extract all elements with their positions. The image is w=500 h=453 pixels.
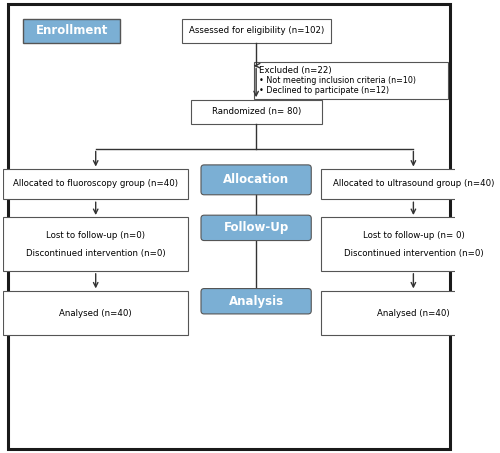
Text: Discontinued intervention (n=0): Discontinued intervention (n=0) — [26, 249, 166, 258]
FancyBboxPatch shape — [3, 217, 188, 271]
Text: Assessed for eligibility (n=102): Assessed for eligibility (n=102) — [188, 26, 324, 35]
FancyBboxPatch shape — [190, 100, 322, 124]
Text: Analysed (n=40): Analysed (n=40) — [60, 308, 132, 318]
Text: Randomized (n= 80): Randomized (n= 80) — [212, 107, 301, 116]
Text: Analysis: Analysis — [228, 295, 283, 308]
FancyBboxPatch shape — [254, 62, 448, 99]
FancyBboxPatch shape — [320, 169, 500, 199]
Text: Analysed (n=40): Analysed (n=40) — [377, 308, 450, 318]
FancyBboxPatch shape — [201, 165, 312, 195]
FancyBboxPatch shape — [3, 291, 188, 335]
Text: Allocated to fluoroscopy group (n=40): Allocated to fluoroscopy group (n=40) — [13, 179, 178, 188]
FancyBboxPatch shape — [182, 19, 330, 43]
Text: Enrollment: Enrollment — [36, 24, 108, 37]
FancyBboxPatch shape — [320, 217, 500, 271]
FancyBboxPatch shape — [3, 169, 188, 199]
FancyBboxPatch shape — [320, 291, 500, 335]
FancyBboxPatch shape — [8, 4, 450, 449]
Text: Excluded (n=22): Excluded (n=22) — [260, 66, 332, 75]
Text: Allocated to ultrasound group (n=40): Allocated to ultrasound group (n=40) — [332, 179, 494, 188]
Text: • Not meeting inclusion criteria (n=10): • Not meeting inclusion criteria (n=10) — [260, 76, 416, 85]
Text: Follow-Up: Follow-Up — [224, 222, 289, 234]
Text: Allocation: Allocation — [223, 173, 289, 186]
FancyBboxPatch shape — [23, 19, 120, 43]
Text: Lost to follow-up (n=0): Lost to follow-up (n=0) — [46, 231, 145, 240]
Text: Lost to follow-up (n= 0): Lost to follow-up (n= 0) — [362, 231, 464, 240]
Text: Discontinued intervention (n=0): Discontinued intervention (n=0) — [344, 249, 483, 258]
Text: • Declined to participate (n=12): • Declined to participate (n=12) — [260, 86, 390, 95]
FancyBboxPatch shape — [201, 215, 312, 241]
FancyBboxPatch shape — [201, 289, 312, 314]
